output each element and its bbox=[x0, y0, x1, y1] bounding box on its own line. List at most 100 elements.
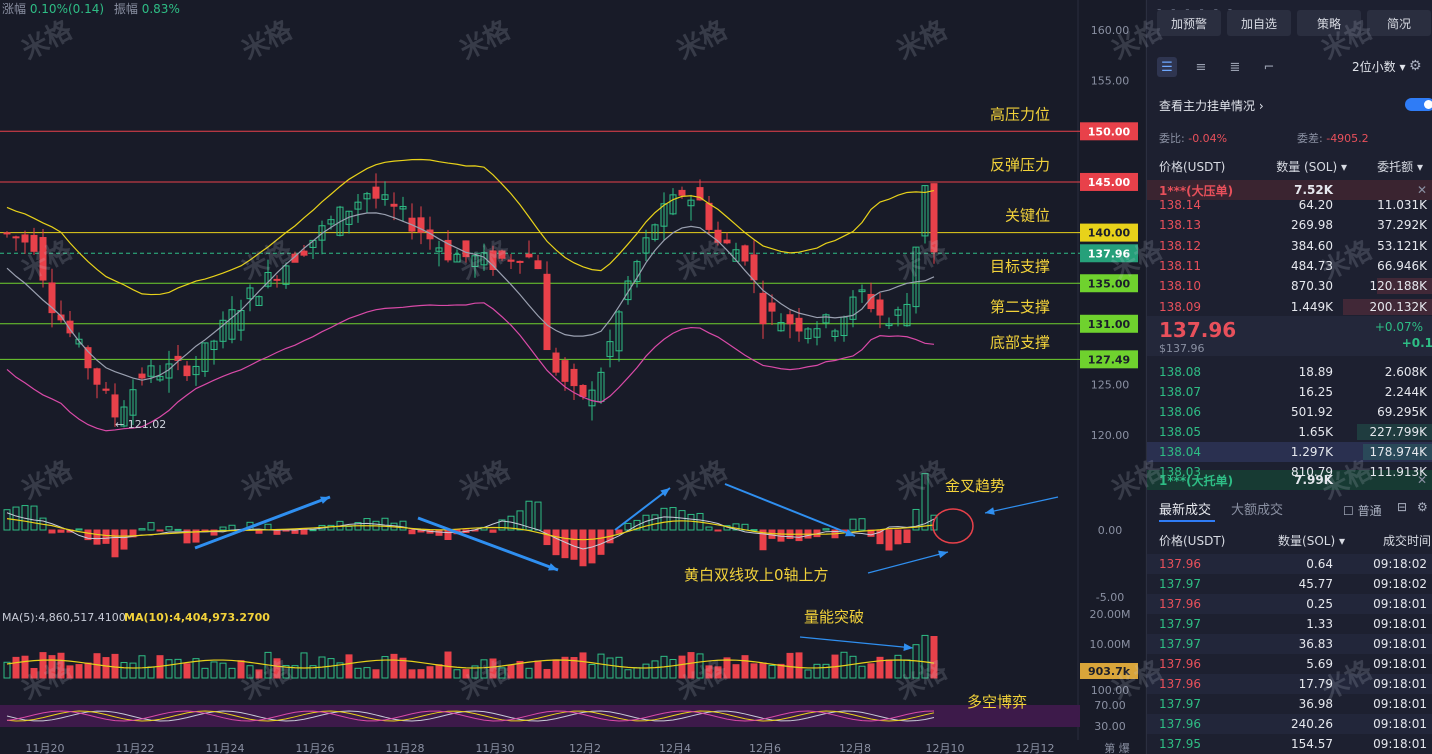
candle-body bbox=[426, 229, 434, 240]
bid-row[interactable]: 138.03 810.79 111.913K bbox=[1147, 462, 1432, 482]
orderbook-link[interactable]: 查看主力挂单情况 › bbox=[1159, 99, 1264, 113]
macd-note-label: 黄白双线攻上0轴上方 bbox=[684, 566, 829, 584]
big-bid-row[interactable]: 1***(大托单) 7.99K ✕ bbox=[1147, 470, 1432, 490]
volume-bar bbox=[372, 669, 380, 679]
macd-bar bbox=[858, 518, 866, 531]
kline-chart-area[interactable]: 涨幅 0.10%(0.14) 振幅 0.83% 160.00 155.00 125.… bbox=[0, 0, 1145, 754]
decimal-select[interactable]: 2位小数 ▾ bbox=[1352, 60, 1406, 74]
candle-body bbox=[228, 309, 236, 340]
ask-row[interactable]: 138.11 484.73 66.946K bbox=[1147, 256, 1432, 276]
volume-bar bbox=[768, 665, 776, 679]
trade-row[interactable]: 137.97 45.77 09:18:02 bbox=[1147, 574, 1432, 594]
volume-bar bbox=[723, 657, 731, 679]
orderbook-asks-icon[interactable]: ≣ bbox=[1229, 59, 1241, 75]
date-axis-label: 11月28 bbox=[386, 742, 425, 754]
chart-canvas: 160.00 155.00 125.00 120.00 150.00 高压力位 145.00… bbox=[0, 0, 1138, 754]
macd-bar bbox=[174, 528, 182, 531]
candle-body bbox=[561, 360, 569, 382]
trend-arrow-head bbox=[320, 496, 330, 504]
bid-row[interactable]: 138.08 18.89 2.608K bbox=[1147, 362, 1432, 382]
candle-body bbox=[696, 187, 704, 201]
trade-row[interactable]: 137.97 36.83 09:18:01 bbox=[1147, 634, 1432, 654]
volume-bar bbox=[93, 653, 101, 679]
ask-qty: 870.30 bbox=[1291, 279, 1333, 294]
candle-body bbox=[777, 322, 785, 332]
add-watchlist-button[interactable]: 加自选 bbox=[1227, 10, 1291, 36]
candle-body bbox=[363, 193, 371, 200]
trade-row[interactable]: 137.97 1.33 09:18:01 bbox=[1147, 614, 1432, 634]
close-icon[interactable]: ✕ bbox=[1416, 183, 1427, 197]
tab-large-trades[interactable]: 大额成交 bbox=[1231, 503, 1284, 518]
date-axis-label: 12月8 bbox=[839, 742, 871, 754]
tab-latest-trades[interactable]: 最新成交 bbox=[1159, 503, 1212, 518]
trade-qty: 240.26 bbox=[1291, 717, 1333, 731]
candle-body bbox=[282, 265, 290, 285]
ask-row[interactable]: 138.12 384.60 53.121K bbox=[1147, 236, 1432, 256]
volume-bar bbox=[174, 658, 182, 679]
volume-bar bbox=[462, 669, 470, 679]
trade-price: 137.96 bbox=[1159, 557, 1201, 571]
trade-row[interactable]: 137.97 36.98 09:18:01 bbox=[1147, 694, 1432, 714]
ask-amount: 200.132K bbox=[1369, 299, 1428, 314]
filter-icon[interactable]: ⊟ bbox=[1397, 500, 1408, 514]
volume-bar bbox=[714, 666, 722, 679]
ask-row[interactable]: 138.10 870.30 120.188K bbox=[1147, 276, 1432, 296]
macd-bar bbox=[399, 520, 407, 531]
volume-bar bbox=[606, 657, 614, 679]
ask-row[interactable]: 138.13 269.98 37.292K bbox=[1147, 215, 1432, 235]
trade-row[interactable]: 137.96 240.26 09:18:01 bbox=[1147, 714, 1432, 734]
candle-body bbox=[903, 303, 911, 327]
candle-body bbox=[57, 314, 65, 321]
candle-body bbox=[471, 255, 479, 268]
settings-gear-icon[interactable]: ⚙ bbox=[1409, 58, 1422, 74]
close-icon[interactable]: ✕ bbox=[1416, 473, 1427, 487]
candle-body bbox=[858, 289, 866, 293]
trade-row[interactable]: 137.96 5.69 09:18:01 bbox=[1147, 654, 1432, 674]
orderbook-toggle[interactable] bbox=[1405, 98, 1432, 111]
change-label: 涨幅 bbox=[2, 2, 27, 16]
volume-tag bbox=[1080, 663, 1138, 679]
macd-bar bbox=[3, 509, 11, 531]
candle-body bbox=[417, 217, 425, 233]
ask-row[interactable]: 138.09 1.449K 200.132K bbox=[1147, 297, 1432, 317]
candle-body bbox=[615, 311, 623, 352]
trade-row[interactable]: 137.96 0.64 09:18:02 bbox=[1147, 554, 1432, 574]
candle-body bbox=[399, 205, 407, 210]
bid-row[interactable]: 138.04 1.297K 178.974K bbox=[1147, 442, 1432, 462]
trade-row[interactable]: 137.95 154.57 09:18:01 bbox=[1147, 734, 1432, 754]
settings-gear-icon[interactable]: ⚙ bbox=[1417, 500, 1428, 514]
trade-price: 137.97 bbox=[1159, 617, 1201, 631]
trade-row[interactable]: 137.96 0.25 09:18:01 bbox=[1147, 594, 1432, 614]
orderbook-bids-icon[interactable]: ≡ bbox=[1195, 59, 1207, 75]
orderbook-depth-icon[interactable]: ⌐ bbox=[1263, 59, 1275, 75]
trade-time: 09:18:01 bbox=[1373, 617, 1427, 631]
add-alert-button[interactable]: 加预警 bbox=[1157, 10, 1221, 36]
bid-row[interactable]: 138.07 16.25 2.244K bbox=[1147, 382, 1432, 402]
bid-row[interactable]: 138.06 501.92 69.295K bbox=[1147, 402, 1432, 422]
trade-row[interactable]: 137.96 17.79 09:18:01 bbox=[1147, 674, 1432, 694]
level-label: 反弹压力 bbox=[990, 156, 1050, 174]
candle-body bbox=[66, 320, 74, 334]
overview-button[interactable]: 简况 bbox=[1367, 10, 1431, 36]
volume-bar bbox=[237, 660, 245, 679]
candle-body bbox=[39, 237, 47, 281]
trend-arrow bbox=[194, 495, 331, 550]
level-price-text: 131.00 bbox=[1088, 318, 1131, 331]
trade-qty: 0.25 bbox=[1306, 597, 1333, 611]
candle-body bbox=[201, 342, 209, 372]
candle-body bbox=[255, 296, 263, 306]
volume-bar bbox=[273, 658, 281, 679]
normal-checkbox[interactable]: ☐ 普通 bbox=[1343, 504, 1382, 518]
candle-body bbox=[570, 368, 578, 387]
strategy-button[interactable]: 策略 bbox=[1297, 10, 1361, 36]
candle-body bbox=[138, 373, 146, 379]
date-axis-label: 12月2 bbox=[569, 742, 601, 754]
volume-bar bbox=[363, 667, 371, 679]
big-ask-row[interactable]: 1***(大压单) 7.52K ✕ bbox=[1147, 180, 1432, 200]
ask-row[interactable]: 138.14 64.20 11.031K bbox=[1147, 195, 1432, 215]
last-price-usd: $137.96 bbox=[1159, 342, 1205, 355]
volume-bar bbox=[345, 654, 353, 679]
candle-body bbox=[75, 338, 83, 345]
bid-row[interactable]: 138.05 1.65K 227.799K bbox=[1147, 422, 1432, 442]
orderbook-both-icon[interactable]: ☰ bbox=[1157, 57, 1177, 77]
